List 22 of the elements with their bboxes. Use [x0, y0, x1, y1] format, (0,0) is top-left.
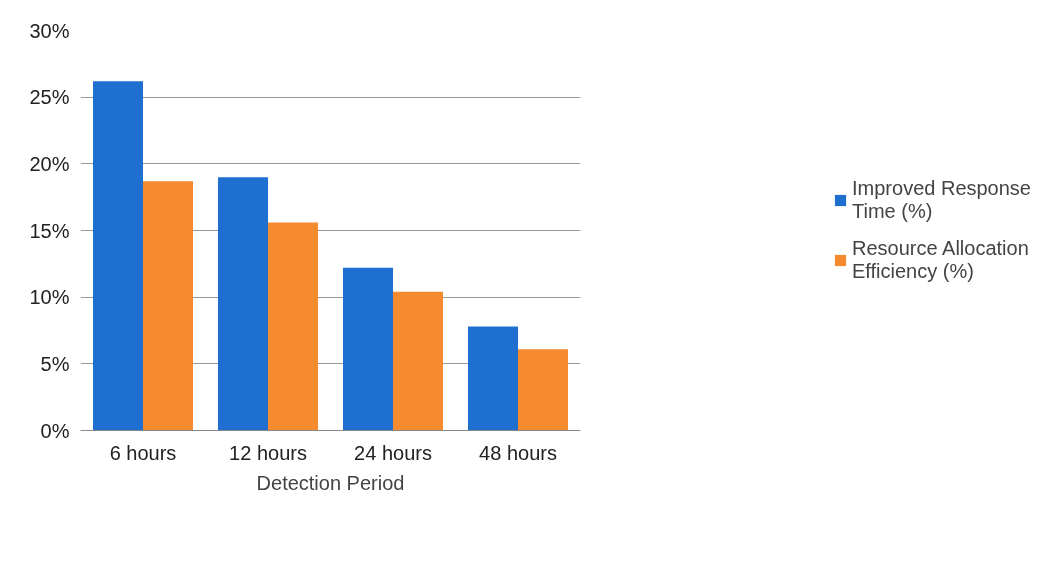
bar — [393, 291, 443, 431]
y-tick-label: 20% — [29, 152, 70, 175]
legend-label: Improved Response Time (%) — [852, 177, 1031, 223]
bar — [143, 181, 193, 431]
bar — [343, 267, 393, 431]
bar — [93, 81, 143, 431]
x-tick-label: 24 hours — [354, 441, 432, 464]
x-tick-label: 6 hours — [109, 441, 177, 464]
x-tick-label: 48 hours — [479, 441, 557, 464]
bar — [218, 177, 268, 431]
y-tick-label: 10% — [29, 286, 70, 309]
x-axis-title: Detection Period — [256, 471, 405, 494]
y-tick-label: 5% — [40, 352, 70, 375]
y-tick-label: 15% — [29, 219, 70, 242]
y-tick-label: 25% — [29, 86, 70, 109]
bar — [268, 222, 318, 431]
legend-label: Resource Allocation Efficiency (%) — [852, 237, 1029, 283]
y-tick-label: 30% — [29, 19, 70, 42]
x-tick-label: 12 hours — [229, 441, 307, 464]
y-tick-label: 0% — [40, 419, 70, 442]
bar — [518, 349, 568, 431]
bar — [468, 326, 518, 431]
